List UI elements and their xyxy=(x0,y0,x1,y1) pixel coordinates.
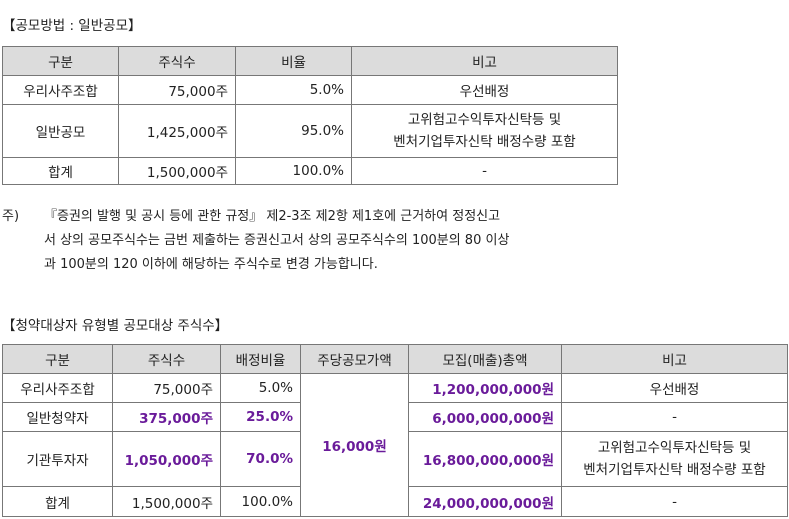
header-category: 구분 xyxy=(2,344,113,374)
cell-shares: 75,000주 xyxy=(118,75,236,105)
table-row-total: 합계 1,500,000주 100.0% 24,000,000,000원 - xyxy=(2,486,788,517)
header-allocation-ratio: 배정비율 xyxy=(220,344,301,374)
section2-heading: 【청약대상자 유형별 공모대상 주식수】 xyxy=(2,318,229,334)
cell-remarks: 우선배정 xyxy=(561,373,788,403)
header-shares: 주식수 xyxy=(112,344,221,374)
cell-ratio: 100.0% xyxy=(235,157,352,185)
cell-category: 합계 xyxy=(2,157,119,185)
footnote-line: 『증권의 발행 및 공시 등에 관한 규정』 제2-3조 제2항 제1호에 근거… xyxy=(44,209,501,224)
cell-remarks: 고위험고수익투자신탁등 및 벤처기업투자신탁 배정수량 포함 xyxy=(561,431,788,487)
header-category: 구분 xyxy=(2,46,119,76)
cell-ratio: 5.0% xyxy=(235,75,352,105)
cell-category: 우리사주조합 xyxy=(2,75,119,105)
table-header-row: 구분 주식수 비율 비고 xyxy=(2,46,618,76)
header-ratio: 비율 xyxy=(235,46,352,76)
cell-category: 기관투자자 xyxy=(2,431,113,487)
cell-total-amount: 16,800,000,000원 xyxy=(408,431,562,487)
header-total-amount: 모집(매출)총액 xyxy=(408,344,562,374)
header-shares: 주식수 xyxy=(118,46,236,76)
cell-ratio: 95.0% xyxy=(235,104,352,158)
table-row: 일반청약자 375,000주 25.0% 6,000,000,000원 - xyxy=(2,402,788,432)
header-price-per-share: 주당공모가액 xyxy=(300,344,409,374)
cell-remarks: 고위험고수익투자신탁등 및 벤처기업투자신탁 배정수량 포함 xyxy=(351,104,618,158)
cell-category: 일반공모 xyxy=(2,104,119,158)
cell-shares: 1,425,000주 xyxy=(118,104,236,158)
cell-ratio: 5.0% xyxy=(220,373,301,403)
table-row: 우리사주조합 75,000주 5.0% 우선배정 xyxy=(2,75,618,105)
cell-ratio: 25.0% xyxy=(220,402,301,432)
offering-method-table: 구분 주식수 비율 비고 우리사주조합 75,000주 5.0% 우선배정 일반… xyxy=(2,46,618,185)
cell-category: 우리사주조합 xyxy=(2,373,113,403)
header-remarks: 비고 xyxy=(351,46,618,76)
header-remarks: 비고 xyxy=(561,344,788,374)
cell-shares: 1,500,000주 xyxy=(118,157,236,185)
table-row: 일반공모 1,425,000주 95.0% 고위험고수익투자신탁등 및 벤처기업… xyxy=(2,104,618,158)
cell-category: 합계 xyxy=(2,486,113,517)
cell-shares: 375,000주 xyxy=(112,402,221,432)
cell-shares: 1,500,000주 xyxy=(112,486,221,517)
cell-ratio: 70.0% xyxy=(220,431,301,487)
cell-total-amount: 24,000,000,000원 xyxy=(408,486,562,517)
section1-heading: 【공모방법 : 일반공모】 xyxy=(2,18,142,34)
cell-remarks: - xyxy=(561,486,788,517)
cell-remarks: 우선배정 xyxy=(351,75,618,105)
subscriber-allocation-table: 구분 주식수 배정비율 주당공모가액 모집(매출)총액 비고 우리사주조합 75… xyxy=(2,344,788,517)
table-header-row: 구분 주식수 배정비율 주당공모가액 모집(매출)총액 비고 xyxy=(2,344,788,374)
cell-shares: 75,000주 xyxy=(112,373,221,403)
cell-price-per-share: 16,000원 xyxy=(300,373,409,517)
footnote-line: 과 100분의 120 이하에 해당하는 주식수로 변경 가능합니다. xyxy=(44,257,378,272)
table-row: 우리사주조합 75,000주 5.0% 16,000원 1,200,000,00… xyxy=(2,373,788,517)
cell-ratio: 100.0% xyxy=(220,486,301,517)
cell-remarks: - xyxy=(561,402,788,432)
cell-category: 일반청약자 xyxy=(2,402,113,432)
cell-total-amount: 6,000,000,000원 xyxy=(408,402,562,432)
footnote-line: 서 상의 공모주식수는 금번 제출하는 증권신고서 상의 공모주식수의 100분… xyxy=(44,233,510,248)
cell-total-amount: 1,200,000,000원 xyxy=(408,373,562,403)
footnote-mark: 주) xyxy=(2,209,20,224)
cell-shares: 1,050,000주 xyxy=(112,431,221,487)
cell-remarks: - xyxy=(351,157,618,185)
table-row-total: 합계 1,500,000주 100.0% - xyxy=(2,157,618,185)
